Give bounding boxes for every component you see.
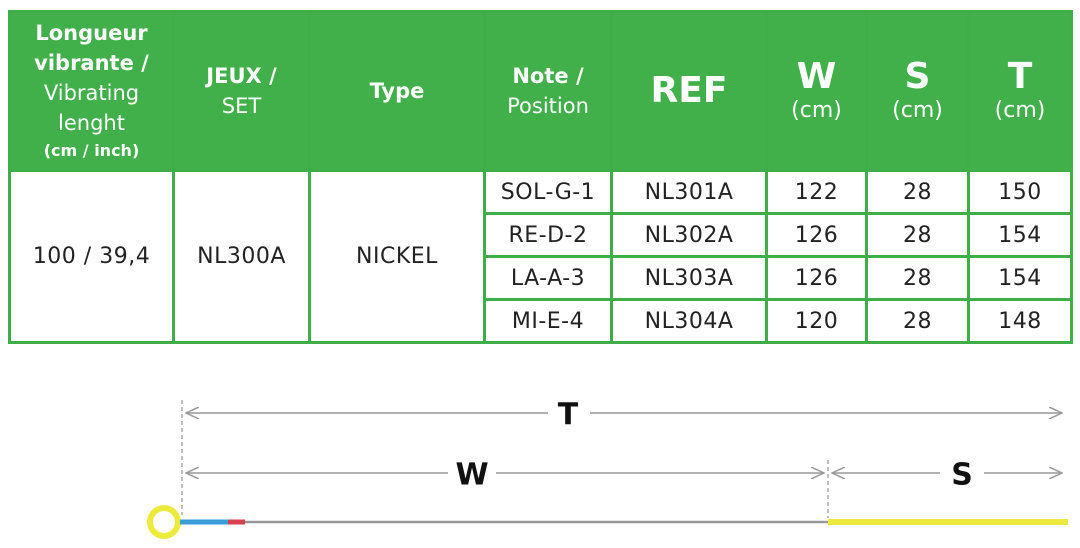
table-row: LA-A-3 NL303A 126 28 154 [10,255,1073,301]
table-cell: NL304A [610,298,768,344]
table-cell: 28 [865,298,970,344]
header-text: Note / [512,64,584,88]
table-cell: 126 [765,255,868,301]
table-cell: 154 [967,212,1073,258]
table-cell: LA-A-3 [483,255,613,301]
header-cell: Longueur vibrante / Vibrating lenght (cm /… [8,10,175,172]
table-cell: RE-D-2 [483,212,613,258]
table-cell: NL301A [610,169,768,215]
table-cell: 126 [765,212,868,258]
table-cell: 148 [967,298,1073,344]
table-row: 100 / 39,4 NL300A NICKEL SOL-G-1 NL301A 122 28… [8,169,1073,344]
table-cell: NL300A [172,169,311,344]
header-cell: T (cm) [967,10,1073,172]
header-text: Longueur vibrante / [34,21,149,75]
table-cell: NICKEL [308,169,486,344]
header-text: (cm) [791,98,842,123]
string-table: Longueur vibrante / Vibrating lenght (cm /… [8,10,1073,344]
dimension-label: W [455,458,488,493]
header-cell: Note / Position [483,10,613,172]
table-row: MI-E-4 NL304A 120 28 148 [10,298,1073,344]
table-cell: 154 [967,255,1073,301]
table-cell: NL302A [610,212,768,258]
header-text: (cm) [892,98,943,123]
table-cell: 100 / 39,4 [8,169,175,344]
table-cell: 28 [865,255,970,301]
header-text: Position [507,94,589,118]
table-cell: NL303A [610,255,768,301]
ball-end [147,505,181,539]
table-cell: 28 [865,212,970,258]
header-cell: W (cm) [765,10,868,172]
header-text: S [904,56,931,97]
table-cell: 28 [865,169,970,215]
header-text: REF [650,70,728,111]
header-text: W [796,56,837,97]
header-text: T [1007,56,1033,97]
table-cell: MI-E-4 [483,298,613,344]
header-text: SET [221,94,262,118]
table-cell: SOL-G-1 [483,169,613,215]
table-cell: 120 [765,298,868,344]
header-text: JEUX / [206,64,277,88]
header-text: (cm) [994,98,1046,123]
header-text: Vibrating lenght [43,81,140,135]
header-text: Type [369,79,425,103]
header-text: (cm / inch) [43,141,140,160]
table-cell: 150 [967,169,1073,215]
table-cell: 122 [765,169,868,215]
table-row: RE-D-2 NL302A 126 28 154 [10,212,1073,258]
dimension-label: S [951,458,973,493]
header-cell: S (cm) [865,10,970,172]
header-row: Longueur vibrante / Vibrating lenght (cm /… [8,10,1073,172]
header-cell: Type [308,10,486,172]
dimension-label: T [558,398,579,433]
header-cell: JEUX / SET [172,10,311,172]
string-diagram: T W S [147,398,1068,539]
header-cell: REF [610,10,768,172]
